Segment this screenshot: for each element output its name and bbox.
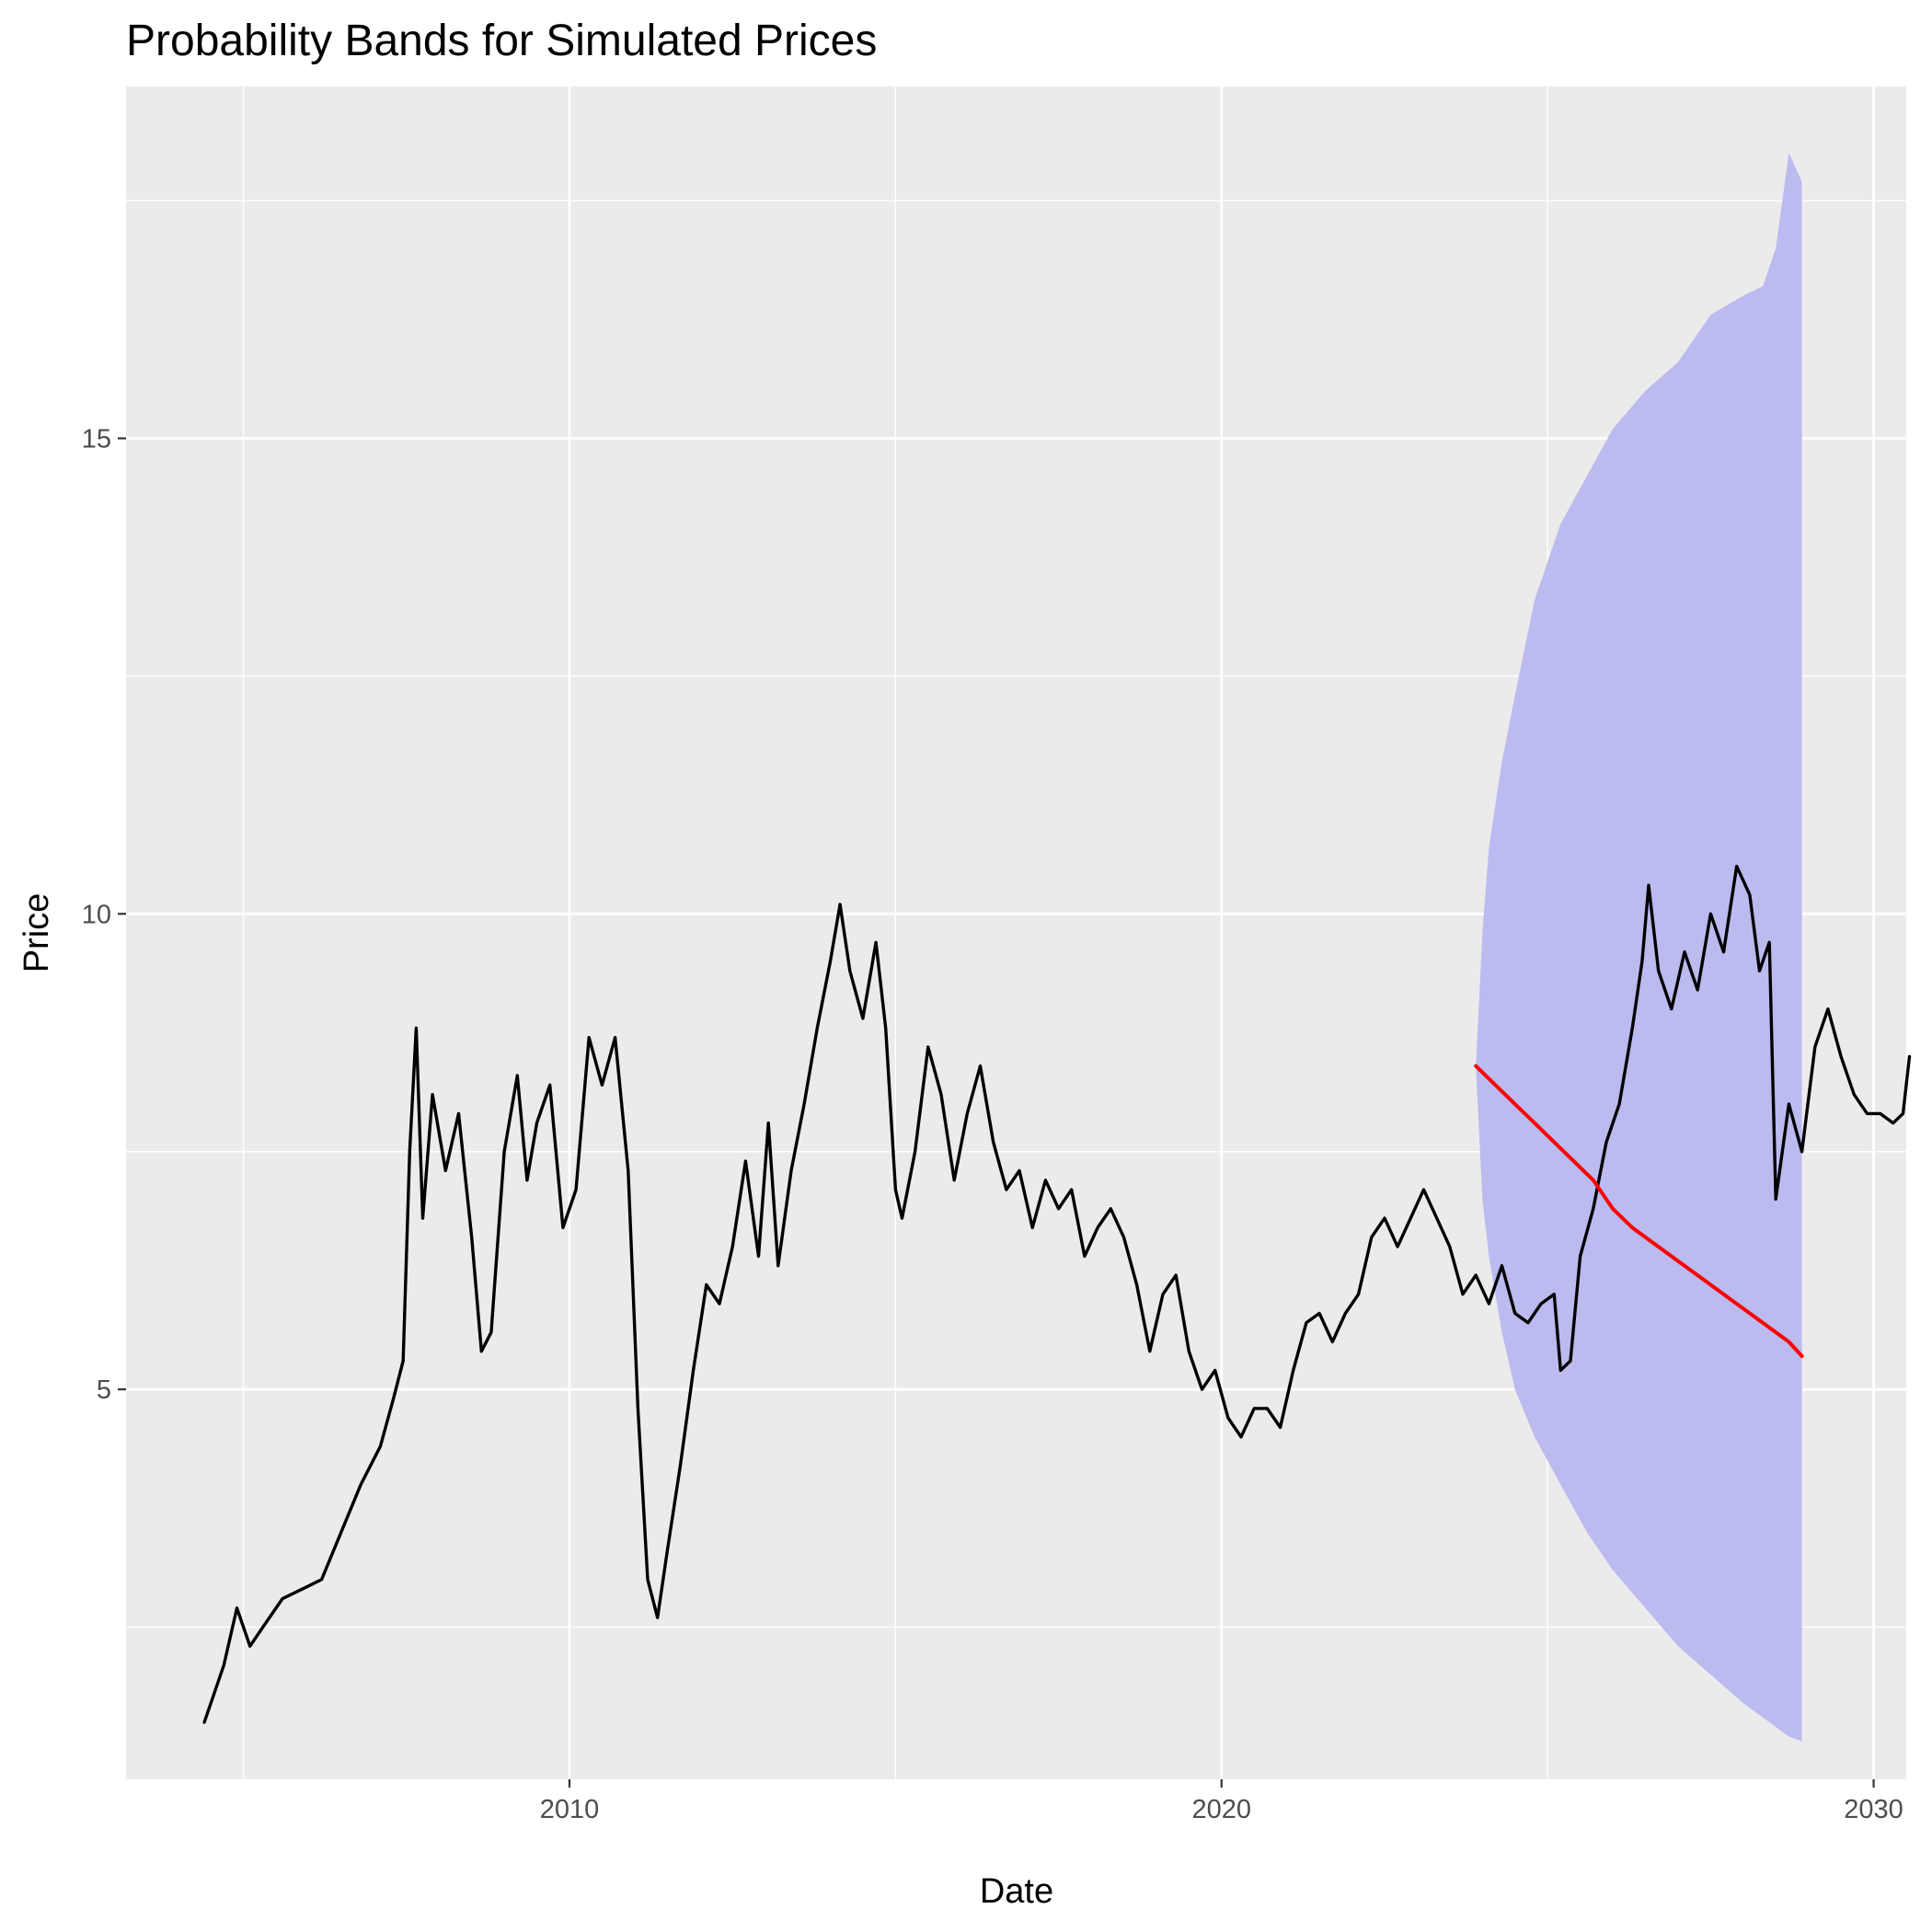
x-tick-label: 2030	[1844, 1795, 1903, 1824]
y-tick-label: 15	[82, 424, 111, 454]
y-tick-label: 5	[97, 1375, 111, 1405]
x-axis-title: Date	[980, 1872, 1053, 1911]
chart-title: Probability Bands for Simulated Prices	[126, 17, 877, 65]
x-tick-label: 2010	[540, 1795, 600, 1824]
x-tick-label: 2020	[1192, 1795, 1252, 1824]
y-tick-label: 10	[82, 900, 111, 929]
y-axis-title: Price	[17, 893, 56, 973]
